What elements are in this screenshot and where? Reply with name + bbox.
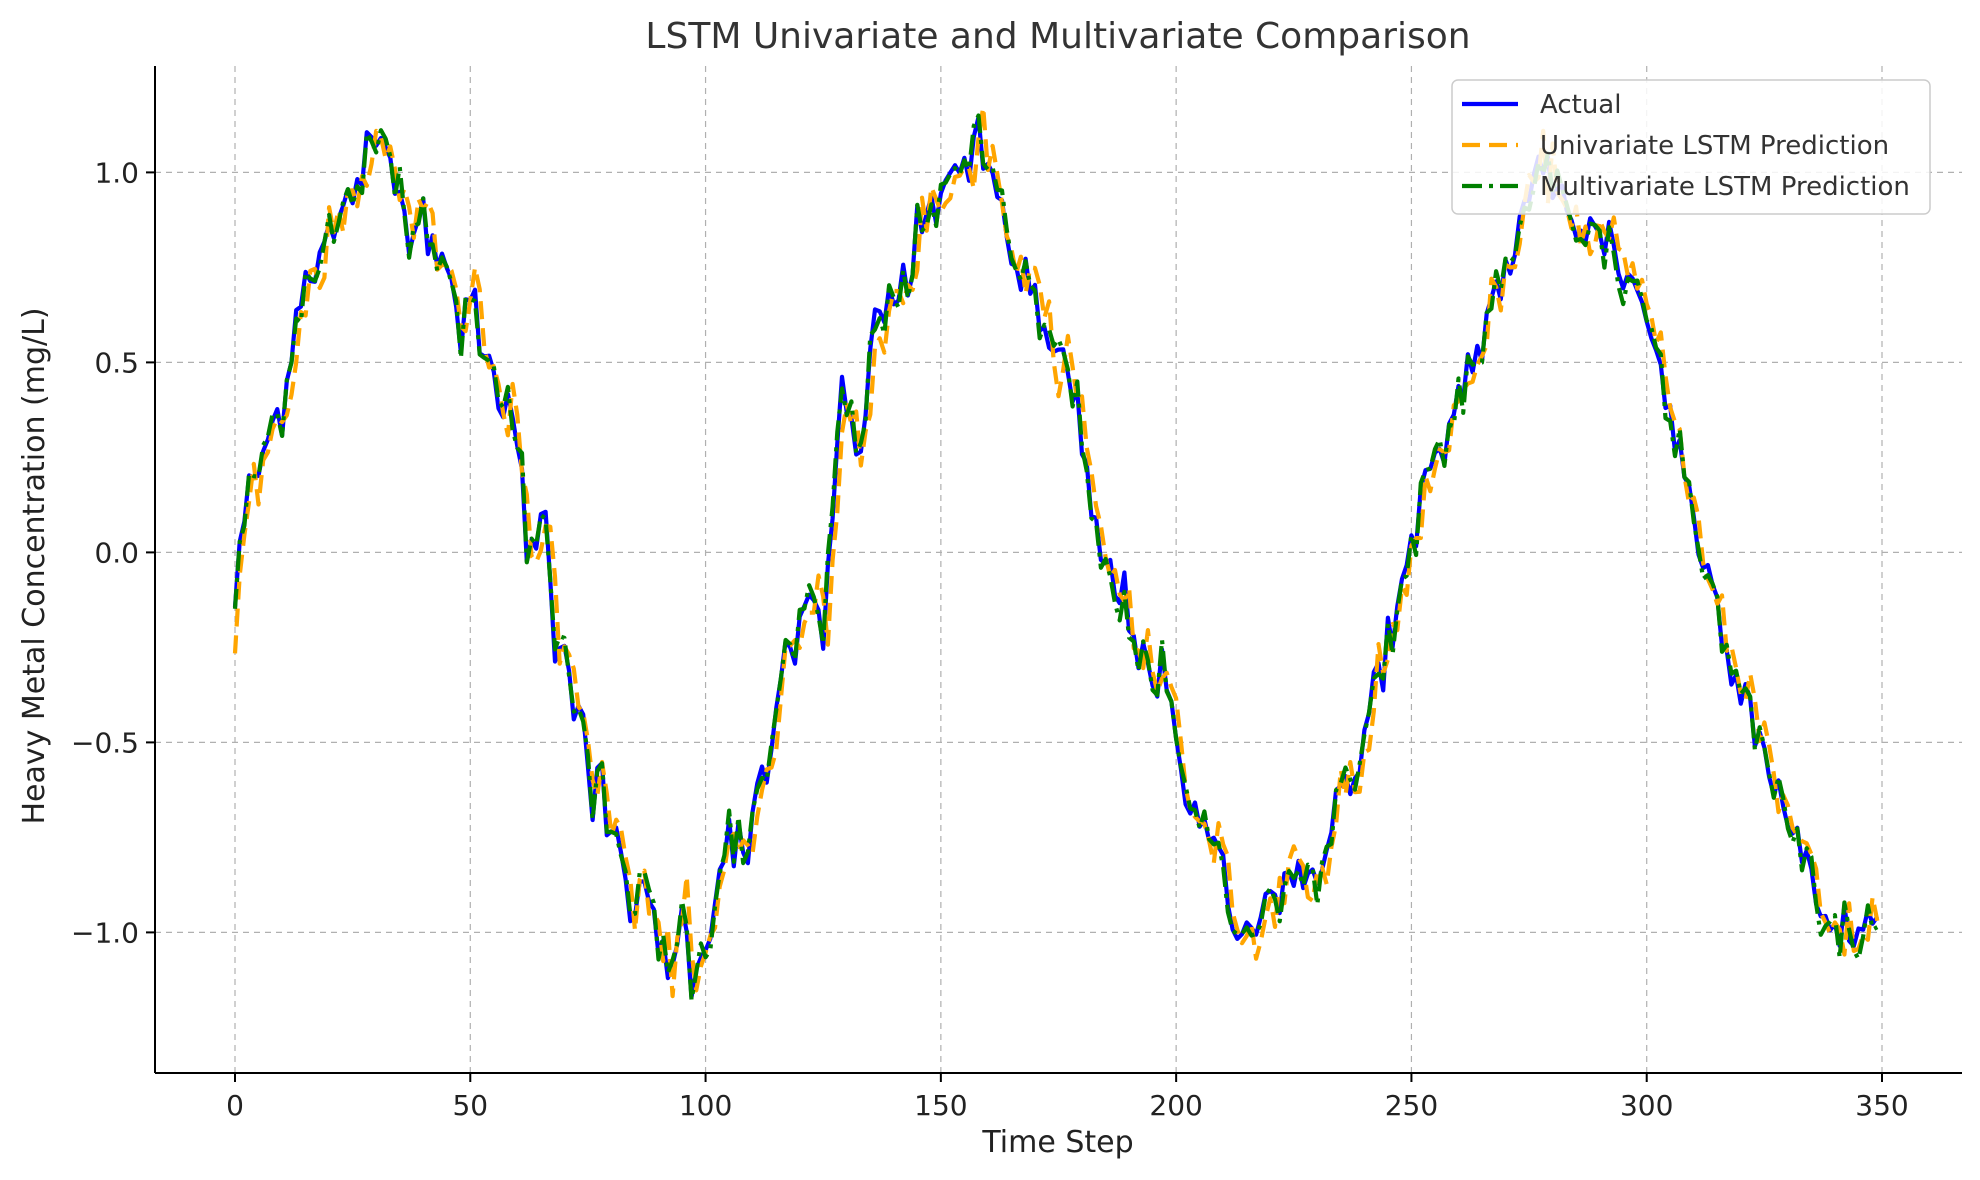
x-tick-label: 250 <box>1385 1089 1438 1122</box>
axes <box>146 66 1962 1082</box>
x-tick-label: 0 <box>226 1089 244 1122</box>
series-line-univariate-lstm-prediction <box>232 105 1880 999</box>
tick-labels: 0 50 100 150 200 250 300 350 1.0 0.5 0.0 −0.5 −1.0 <box>71 156 1909 1122</box>
y-tick-label: 0.5 <box>94 346 139 379</box>
x-tick-label: 50 <box>452 1089 488 1122</box>
y-tick-label: 0.0 <box>94 536 139 569</box>
legend-label: Univariate LSTM Prediction <box>1540 131 1889 161</box>
y-tick-label: 1.0 <box>94 156 139 189</box>
chart-title: LSTM Univariate and Multivariate Compari… <box>645 16 1470 57</box>
x-tick-label: 300 <box>1620 1089 1673 1122</box>
y-tick-label: −1.0 <box>71 916 139 949</box>
legend: Actual Univariate LSTM Prediction Multivar… <box>1451 79 1931 215</box>
x-tick-label: 100 <box>679 1089 732 1122</box>
y-tick-label: −0.5 <box>71 726 139 759</box>
legend-label: Multivariate LSTM Prediction <box>1540 172 1910 202</box>
x-tick-label: 150 <box>914 1089 967 1122</box>
legend-box <box>1451 79 1931 215</box>
x-axis-label: Time Step <box>981 1125 1133 1160</box>
x-tick-label: 350 <box>1855 1089 1908 1122</box>
x-tick-label: 200 <box>1149 1089 1202 1122</box>
y-axis-label: Heavy Metal Concentration (mg/L) <box>17 307 52 824</box>
legend-label: Actual <box>1540 90 1621 120</box>
series-line-multivariate-lstm-prediction <box>232 113 1879 1003</box>
grid-lines <box>155 66 1962 1073</box>
series-layer <box>232 105 1880 1003</box>
series-line-actual <box>232 115 1880 1000</box>
